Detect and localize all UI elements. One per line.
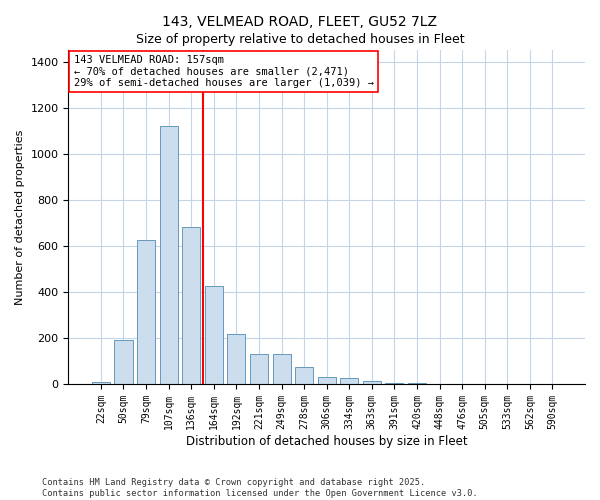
Bar xyxy=(160,126,178,384)
Bar xyxy=(340,378,358,384)
Text: Size of property relative to detached houses in Fleet: Size of property relative to detached ho… xyxy=(136,32,464,46)
Bar xyxy=(295,366,313,384)
Bar xyxy=(250,354,268,384)
Bar xyxy=(408,383,426,384)
X-axis label: Distribution of detached houses by size in Fleet: Distribution of detached houses by size … xyxy=(186,434,467,448)
Text: Contains HM Land Registry data © Crown copyright and database right 2025.
Contai: Contains HM Land Registry data © Crown c… xyxy=(42,478,478,498)
Bar xyxy=(227,334,245,384)
Bar xyxy=(385,383,403,384)
Text: 143 VELMEAD ROAD: 157sqm
← 70% of detached houses are smaller (2,471)
29% of sem: 143 VELMEAD ROAD: 157sqm ← 70% of detach… xyxy=(74,55,374,88)
Bar xyxy=(182,228,200,384)
Bar xyxy=(272,354,290,384)
Bar xyxy=(92,382,110,384)
Bar xyxy=(115,340,133,384)
Bar xyxy=(137,240,155,384)
Bar xyxy=(363,380,381,384)
Text: 143, VELMEAD ROAD, FLEET, GU52 7LZ: 143, VELMEAD ROAD, FLEET, GU52 7LZ xyxy=(163,15,437,29)
Bar xyxy=(317,377,336,384)
Bar xyxy=(205,286,223,384)
Y-axis label: Number of detached properties: Number of detached properties xyxy=(15,130,25,304)
